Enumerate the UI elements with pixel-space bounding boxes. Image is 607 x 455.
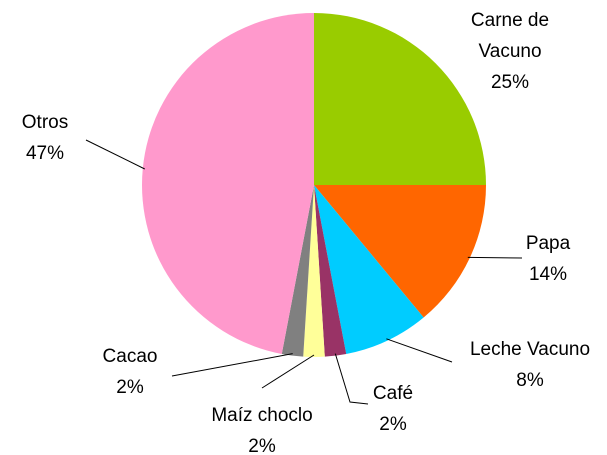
pie-slice (314, 185, 424, 354)
category-label: Cacao (102, 346, 158, 367)
pie-slice (303, 185, 325, 357)
value-label: 47% (25, 143, 65, 164)
value-label: 2% (379, 414, 407, 435)
value-label: 14% (528, 264, 568, 285)
pie-slice (281, 185, 314, 357)
category-label: Carne de Vacuno (470, 10, 550, 62)
category-label: Papa (525, 233, 571, 254)
category-label: Leche Vacuno (469, 339, 591, 360)
category-label: Café (372, 383, 414, 404)
slice-label: Cacao 2% (103, 341, 158, 403)
pie-slice (314, 13, 486, 185)
pie-slice (314, 185, 486, 318)
pie-slice (142, 13, 314, 354)
leader-line (261, 354, 315, 389)
category-label: Otros (21, 112, 69, 133)
category-label: Maíz choclo (211, 405, 313, 426)
slice-label: Leche Vacuno 8% (470, 334, 590, 396)
slice-label: Papa 14% (526, 228, 570, 290)
leader-line (334, 353, 369, 405)
leader-line (85, 139, 145, 170)
leader-line (386, 338, 453, 363)
leader-line (171, 353, 293, 377)
value-label: 2% (248, 436, 276, 455)
value-label: 2% (116, 377, 144, 398)
slice-label: Otros 47% (22, 107, 68, 169)
pie-slice (314, 185, 347, 357)
slice-label: Carne de Vacuno 25% (460, 5, 560, 98)
value-label: 25% (490, 72, 530, 93)
slice-label: Café 2% (373, 378, 413, 440)
value-label: 8% (516, 370, 544, 391)
leader-line (467, 256, 523, 259)
slice-label: Maíz choclo 2% (211, 400, 312, 455)
